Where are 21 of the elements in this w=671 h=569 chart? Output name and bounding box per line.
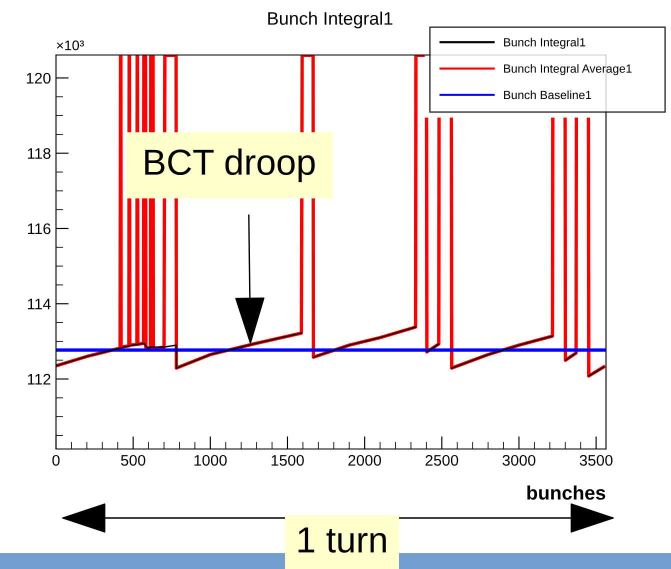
x-tick-label: 2000 [348, 454, 382, 466]
x-tick-label: 1000 [194, 454, 227, 466]
y-tick-label: 114 [28, 298, 51, 310]
chart-title: Bunch Integral1 [268, 12, 392, 28]
x-tick-label: 1500 [272, 454, 304, 466]
x-tick-label: 0 [52, 454, 60, 466]
y-tick-label: 116 [28, 223, 50, 234]
legend-label: Bunch Integral1 [504, 38, 586, 49]
y-tick-label: 120 [26, 72, 51, 84]
annotation: BCT droop [145, 148, 315, 182]
x-tick-label: 500 [121, 454, 146, 466]
y-tick-label: 118 [28, 148, 50, 159]
x-tick-label: 3500 [580, 454, 613, 466]
legend-label: Bunch Baseline1 [504, 90, 592, 100]
x-tick-label: 2500 [426, 454, 458, 466]
x-axis-title: bunches [527, 485, 606, 500]
x-tick-label: 3000 [502, 454, 536, 466]
y-tick-label: 112 [28, 374, 50, 385]
text: 1 turn [298, 527, 386, 553]
legend-label: Bunch Integral Average1 [504, 64, 632, 76]
y-axis-title: ×10³ [56, 40, 84, 50]
